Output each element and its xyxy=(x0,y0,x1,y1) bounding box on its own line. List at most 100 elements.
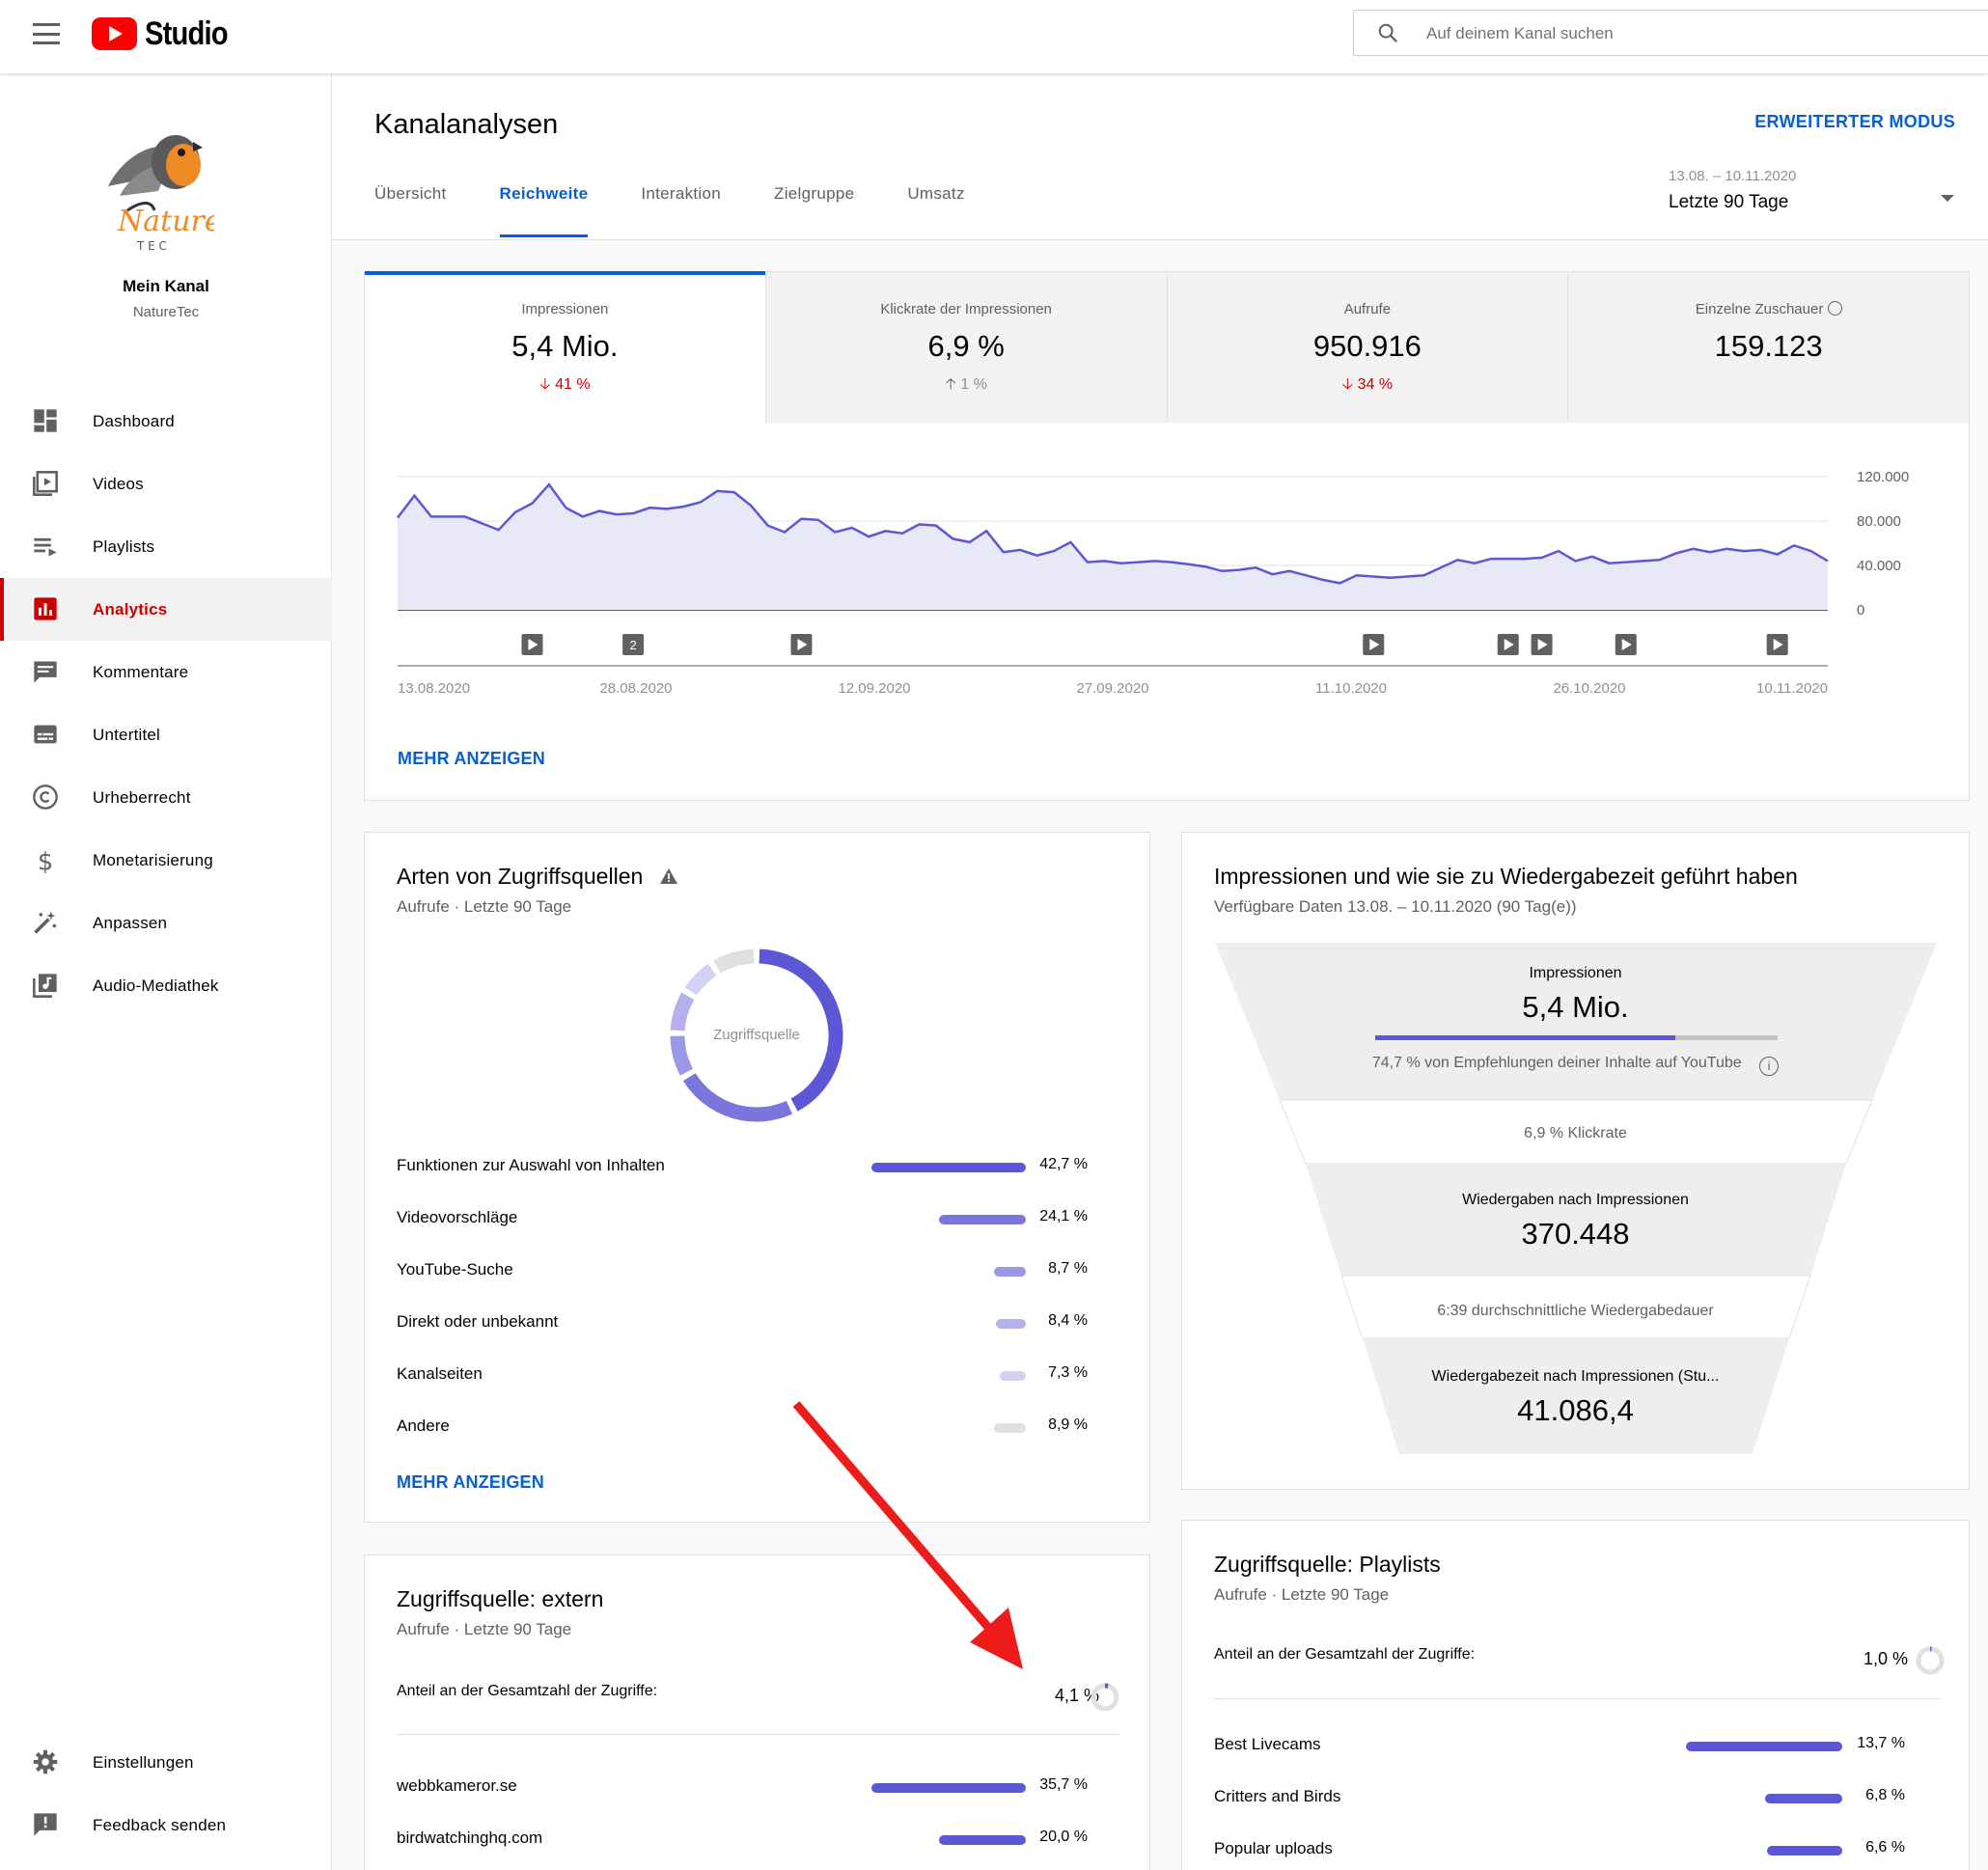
sidebar-item-comments[interactable]: Kommentare xyxy=(0,641,332,703)
funnel-impressions-label: Impressionen xyxy=(1529,965,1622,981)
source-value: 7,3 % xyxy=(1048,1364,1088,1381)
search-icon[interactable] xyxy=(1377,22,1398,43)
sidebar-item-label: Dashboard xyxy=(93,411,175,430)
source-value: 24,1 % xyxy=(1039,1208,1088,1224)
video-marker-icon xyxy=(1497,634,1519,655)
metric-delta-value: 34 % xyxy=(1357,376,1394,393)
info-icon[interactable]: i xyxy=(1759,1057,1780,1076)
video-marker-icon xyxy=(1531,634,1553,655)
funnel-recommendation-text: 74,7 % von Empfehlungen deiner Inhalte a… xyxy=(1371,1055,1742,1071)
donut-slice xyxy=(713,949,755,974)
tab-overview[interactable]: Übersicht xyxy=(374,184,447,203)
funnel-stage-watchtime xyxy=(1363,1338,1789,1454)
list-item[interactable]: YouTube-Suche 8,7 % xyxy=(397,1256,1130,1285)
tab-reach[interactable]: Reichweite xyxy=(499,184,589,240)
traffic-sources-card: Arten von Zugriffsquellen Aufrufe · Letz… xyxy=(364,832,1150,1523)
source-value: 13,7 % xyxy=(1857,1735,1905,1751)
list-item[interactable]: Videovorschläge 24,1 % xyxy=(397,1204,1130,1233)
source-value: 8,9 % xyxy=(1048,1416,1088,1433)
share-label: Anteil an der Gesamtzahl der Zugriffe: xyxy=(1214,1646,1476,1663)
studio-logo[interactable]: Studio xyxy=(92,15,241,52)
donut-slice xyxy=(670,1035,694,1076)
series-area xyxy=(398,484,1828,610)
source-bar xyxy=(994,1267,1026,1277)
list-item[interactable]: Best Livecams 13,7 % xyxy=(1214,1731,1947,1760)
metric-impressions[interactable]: Impressionen 5,4 Mio. 🡣 41 % xyxy=(365,271,766,423)
search-box[interactable] xyxy=(1353,10,1988,56)
share-value: 1,0 % xyxy=(1863,1649,1908,1668)
playlists-icon xyxy=(34,537,57,557)
magic-wand-icon xyxy=(34,911,57,934)
x-tick-label: 12.09.2020 xyxy=(838,680,910,697)
sidebar-item-settings[interactable]: Einstellungen xyxy=(0,1731,332,1794)
sidebar-item-label: Feedback senden xyxy=(93,1815,227,1834)
impressions-line-chart: 120.000 80.000 40.000 0 2 13.08.2020 28.08.202… xyxy=(397,469,1909,697)
gear-icon xyxy=(33,1749,58,1774)
analytics-header: Kanalanalysen ERWEITERTER MODUS Übersich… xyxy=(332,74,1988,240)
source-bar xyxy=(939,1835,1026,1845)
sidebar-item-copyright[interactable]: Urheberrecht xyxy=(0,766,332,829)
list-item[interactable]: Funktionen zur Auswahl von Inhalten 42,7… xyxy=(397,1152,1130,1181)
svg-text:$: $ xyxy=(38,848,53,874)
sidebar-item-label: Untertitel xyxy=(93,725,161,744)
sidebar-item-feedback[interactable]: Feedback senden xyxy=(0,1794,332,1856)
menu-icon[interactable] xyxy=(33,23,60,44)
sidebar-item-playlists[interactable]: Playlists xyxy=(0,515,332,578)
list-item[interactable]: webbkameror.se 35,7 % xyxy=(397,1773,1130,1801)
warning-icon[interactable] xyxy=(659,867,678,885)
top-bar: Studio xyxy=(0,0,1988,74)
list-item[interactable]: Andere 8,9 % xyxy=(397,1413,1130,1442)
sidebar-bottom-nav: Einstellungen Feedback senden xyxy=(0,1731,332,1856)
arrow-up-icon: 🡡 xyxy=(945,376,956,393)
show-more-button[interactable]: MEHR ANZEIGEN xyxy=(397,1472,544,1492)
marker-label: 2 xyxy=(629,638,636,652)
funnel-views-value: 370.448 xyxy=(1521,1217,1630,1251)
impressions-funnel-card: Impressionen und wie sie zu Wiedergabeze… xyxy=(1181,832,1970,1490)
marker-box xyxy=(622,634,645,655)
tab-revenue[interactable]: Umsatz xyxy=(907,184,965,203)
sidebar-nav: Dashboard Videos Playlists Analytics Kom… xyxy=(0,390,332,1017)
list-item[interactable]: Popular uploads 6,6 % xyxy=(1214,1835,1947,1864)
source-bar xyxy=(1686,1742,1842,1751)
metric-ctr[interactable]: Klickrate der Impressionen 6,9 % 🡡 1 % xyxy=(765,272,1168,423)
y-tick-label: 40.000 xyxy=(1857,558,1901,574)
sidebar-item-subtitles[interactable]: Untertitel xyxy=(0,703,332,766)
sidebar-item-videos[interactable]: Videos xyxy=(0,453,332,515)
sidebar-item-label: Urheberrecht xyxy=(93,787,191,807)
source-value: 8,4 % xyxy=(1048,1312,1088,1329)
tab-engagement[interactable]: Interaktion xyxy=(641,184,722,203)
logo-wordmark: Nature xyxy=(117,205,214,238)
share-mini-donut xyxy=(1091,1683,1119,1712)
tab-audience[interactable]: Zielgruppe xyxy=(774,184,855,203)
share-label: Anteil an der Gesamtzahl der Zugriffe: xyxy=(397,1683,658,1699)
list-item[interactable]: Direkt oder unbekannt 8,4 % xyxy=(397,1308,1130,1337)
clock-icon xyxy=(1827,301,1842,316)
source-label: Kanalseiten xyxy=(397,1364,483,1383)
channel-avatar[interactable]: Nature T E C xyxy=(98,109,214,254)
source-value: 35,7 % xyxy=(1039,1776,1088,1793)
advanced-mode-button[interactable]: ERWEITERTER MODUS xyxy=(1754,112,1955,131)
video-marker-icon xyxy=(1615,634,1637,655)
list-item[interactable]: Kanalseiten 7,3 % xyxy=(397,1361,1130,1389)
sidebar-item-monetization[interactable]: $ Monetarisierung xyxy=(0,829,332,892)
analytics-tabs: Übersicht Reichweite Interaktion Zielgru… xyxy=(374,184,1018,240)
search-input[interactable] xyxy=(1426,21,1967,46)
divider xyxy=(1214,1698,1940,1699)
videos-icon xyxy=(33,471,58,496)
sidebar-item-audio-library[interactable]: Audio-Mediathek xyxy=(0,954,332,1017)
sidebar-item-dashboard[interactable]: Dashboard xyxy=(0,390,332,453)
sidebar-item-label: Audio-Mediathek xyxy=(93,976,219,995)
sidebar-item-customize[interactable]: Anpassen xyxy=(0,892,332,954)
sidebar-item-analytics[interactable]: Analytics xyxy=(0,578,332,641)
play-icon xyxy=(1369,639,1380,650)
donut-slice xyxy=(682,1073,793,1122)
metric-unique-viewers[interactable]: Einzelne Zuschauer 159.123 xyxy=(1568,272,1969,423)
sidebar-item-label: Anpassen xyxy=(93,913,168,932)
date-range-picker[interactable]: 13.08. – 10.11.2020 Letzte 90 Tage xyxy=(1669,168,1958,213)
list-item[interactable]: birdwatchinghq.com 20,0 % xyxy=(397,1825,1130,1854)
show-more-button[interactable]: MEHR ANZEIGEN xyxy=(398,749,545,768)
play-icon xyxy=(797,639,808,650)
list-item[interactable]: Critters and Birds 6,8 % xyxy=(1214,1783,1947,1812)
source-bar xyxy=(871,1163,1026,1172)
metric-views[interactable]: Aufrufe 950.916 🡣 34 % xyxy=(1167,272,1569,423)
